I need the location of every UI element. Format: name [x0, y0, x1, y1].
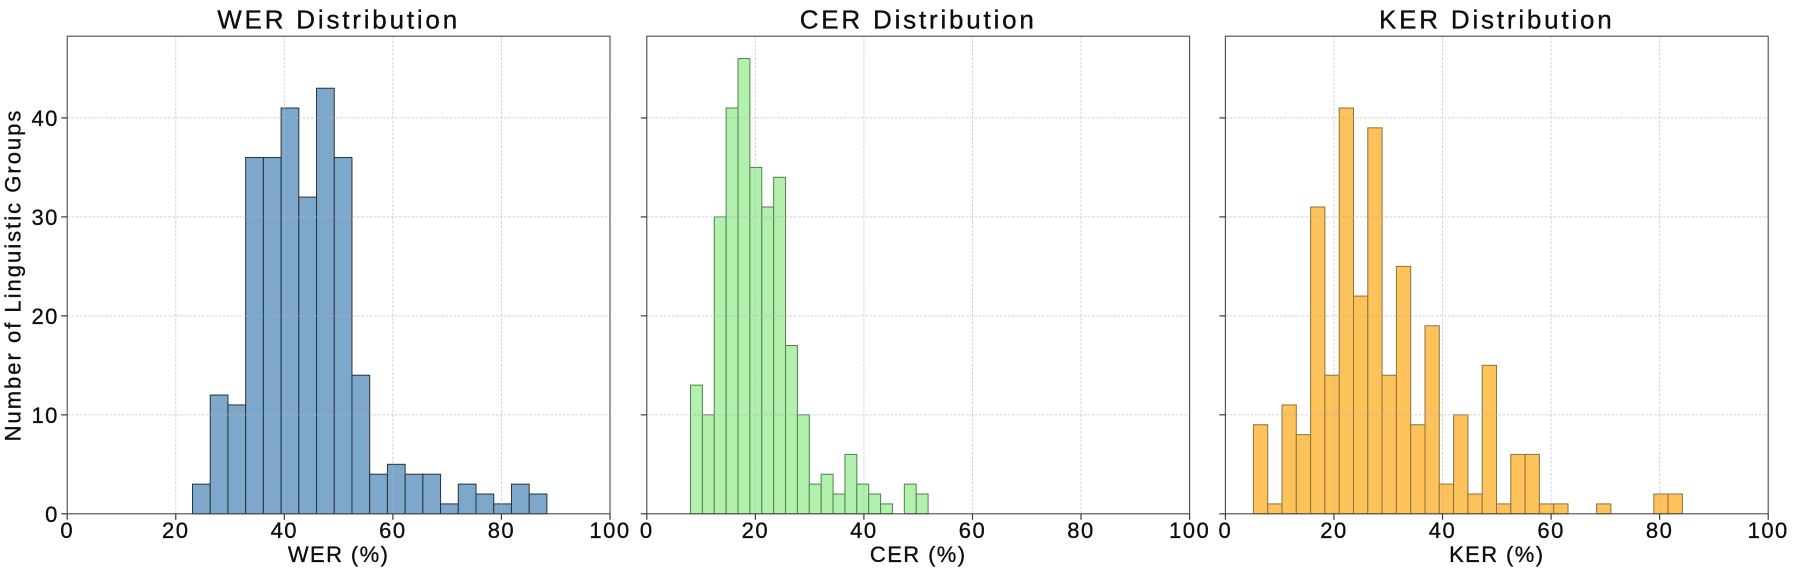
svg-text:80: 80 — [488, 518, 515, 543]
svg-text:CER Distribution: CER Distribution — [800, 5, 1037, 35]
svg-text:100: 100 — [1169, 518, 1210, 543]
svg-text:10: 10 — [32, 403, 59, 428]
svg-text:0: 0 — [60, 518, 74, 543]
svg-text:20: 20 — [32, 304, 59, 329]
svg-text:100: 100 — [589, 518, 630, 543]
svg-text:20: 20 — [742, 518, 769, 543]
svg-text:Number of Linguistic Groups: Number of Linguistic Groups — [1, 109, 26, 442]
svg-text:40: 40 — [271, 518, 298, 543]
svg-text:20: 20 — [162, 518, 189, 543]
svg-text:0: 0 — [640, 518, 654, 543]
svg-text:KER Distribution: KER Distribution — [1379, 5, 1615, 35]
svg-text:40: 40 — [1429, 518, 1456, 543]
svg-text:60: 60 — [379, 518, 406, 543]
svg-text:CER (%): CER (%) — [870, 542, 967, 567]
svg-text:WER Distribution: WER Distribution — [217, 5, 460, 35]
svg-text:80: 80 — [1067, 518, 1094, 543]
svg-text:0: 0 — [1219, 518, 1233, 543]
svg-text:40: 40 — [850, 518, 877, 543]
svg-text:KER (%): KER (%) — [1449, 542, 1544, 567]
svg-text:40: 40 — [32, 106, 59, 131]
svg-text:0: 0 — [45, 502, 59, 527]
svg-text:100: 100 — [1748, 518, 1789, 543]
svg-text:30: 30 — [32, 205, 59, 230]
svg-text:20: 20 — [1320, 518, 1347, 543]
svg-text:80: 80 — [1646, 518, 1673, 543]
svg-text:60: 60 — [1537, 518, 1564, 543]
svg-text:WER (%): WER (%) — [288, 542, 389, 567]
svg-text:60: 60 — [959, 518, 986, 543]
